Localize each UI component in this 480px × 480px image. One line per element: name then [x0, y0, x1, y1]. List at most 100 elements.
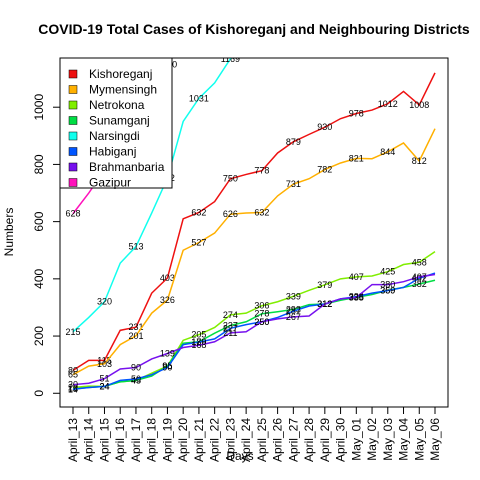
- data-label: 278: [254, 309, 269, 319]
- legend-swatch: [68, 178, 78, 187]
- data-label: 90: [162, 363, 172, 373]
- data-label: 425: [380, 267, 395, 277]
- data-label: 750: [223, 174, 238, 184]
- data-label: 250: [254, 317, 269, 327]
- data-label: 65: [68, 370, 78, 380]
- x-tick-label: April_23: [223, 418, 237, 462]
- legend-swatch: [68, 147, 78, 156]
- y-tick-label: 600: [32, 211, 46, 231]
- series-line: [72, 279, 436, 390]
- data-label: 844: [380, 147, 395, 157]
- legend-label: Mymensingh: [89, 83, 157, 97]
- data-label: 628: [65, 209, 80, 219]
- data-label: 95: [162, 361, 172, 371]
- x-tick-label: May_04: [397, 418, 411, 461]
- data-label: 231: [128, 322, 143, 332]
- data-label: 1008: [409, 100, 429, 110]
- data-label: 527: [191, 238, 206, 248]
- x-tick-label: April_28: [302, 418, 316, 462]
- data-label: 45: [131, 375, 141, 385]
- x-tick-label: April_14: [82, 418, 96, 462]
- data-label: 359: [380, 286, 395, 296]
- y-tick-label: 800: [32, 154, 46, 174]
- x-tick-label: April_17: [129, 418, 143, 462]
- y-tick-label: 1000: [32, 94, 46, 121]
- data-label: 267: [286, 312, 301, 322]
- data-label: 1031: [189, 93, 209, 103]
- data-label: 632: [254, 207, 269, 217]
- legend-label: Kishoreganj: [89, 67, 152, 81]
- data-label: 320: [97, 297, 112, 307]
- x-tick-label: April_22: [208, 418, 222, 462]
- x-tick-label: May_06: [428, 418, 442, 461]
- data-label: 626: [223, 209, 238, 219]
- data-label: 90: [131, 363, 141, 373]
- data-label: 407: [412, 272, 427, 282]
- data-label: 879: [286, 137, 301, 147]
- data-label: 80: [68, 365, 78, 375]
- data-label: 312: [317, 299, 332, 309]
- data-label: 179: [191, 337, 206, 347]
- legend-swatch: [68, 131, 78, 141]
- series-line: [72, 273, 436, 386]
- data-label: 274: [223, 310, 238, 320]
- data-label: 24: [99, 381, 109, 391]
- x-tick-label: April_20: [176, 418, 190, 462]
- legend-swatch: [68, 116, 78, 125]
- x-tick-label: May_01: [349, 418, 363, 461]
- x-tick-label: April_21: [192, 418, 206, 462]
- x-tick-label: April_16: [113, 418, 127, 462]
- data-label: 20: [68, 383, 78, 393]
- x-tick-label: April_29: [318, 418, 332, 462]
- data-label: 201: [128, 331, 143, 341]
- data-label: 103: [97, 359, 112, 369]
- data-label: 778: [254, 166, 269, 176]
- legend-label: Brahmanbaria: [89, 160, 165, 174]
- legend-swatch: [68, 69, 78, 79]
- plot-frame: [59, 57, 449, 408]
- series-line: [72, 128, 436, 376]
- data-label: 402: [412, 273, 427, 283]
- x-tick-label: April_25: [255, 418, 269, 462]
- data-label: 51: [99, 374, 109, 384]
- data-label: 50: [131, 374, 141, 384]
- series-line: [72, 58, 233, 333]
- legend-box: [59, 57, 173, 189]
- data-label: 237: [223, 320, 238, 330]
- legend-label: Netrokona: [89, 98, 145, 112]
- data-label: 287: [286, 306, 301, 316]
- data-label: 227: [223, 323, 238, 333]
- data-label: 379: [317, 280, 332, 290]
- x-tick-label: April_24: [239, 418, 253, 462]
- data-label: 403: [160, 273, 175, 283]
- data-label: 215: [65, 327, 80, 337]
- legend-label: Sunamganj: [89, 114, 150, 128]
- data-label: 1169: [221, 54, 240, 64]
- data-label: 407: [349, 272, 364, 282]
- series-line: [72, 272, 436, 391]
- data-label: 731: [286, 179, 301, 189]
- x-tick-label: April_18: [145, 418, 159, 462]
- series-line: [72, 72, 436, 372]
- x-tick-label: April_13: [66, 418, 80, 462]
- x-tick-label: April_26: [271, 418, 285, 462]
- data-label: 293: [286, 304, 301, 314]
- x-tick-label: May_02: [365, 418, 379, 461]
- y-axis-label: Numbers: [2, 208, 16, 257]
- legend-swatch: [68, 85, 78, 94]
- data-label: 115: [97, 355, 111, 365]
- legend-label: Habiganj: [89, 145, 136, 159]
- y-tick-label: 400: [32, 269, 46, 289]
- data-label: 978: [349, 108, 364, 118]
- x-tick-label: April_27: [286, 418, 300, 462]
- data-label: 812: [412, 156, 427, 166]
- legend-label: Narsingdi: [89, 129, 140, 143]
- x-tick-label: May_05: [412, 418, 426, 461]
- data-label: 382: [412, 279, 427, 289]
- data-label: 380: [380, 280, 395, 290]
- data-label: 458: [412, 257, 427, 267]
- data-label: 632: [191, 207, 206, 217]
- data-label: 139: [160, 349, 175, 359]
- data-label: 821: [349, 153, 364, 163]
